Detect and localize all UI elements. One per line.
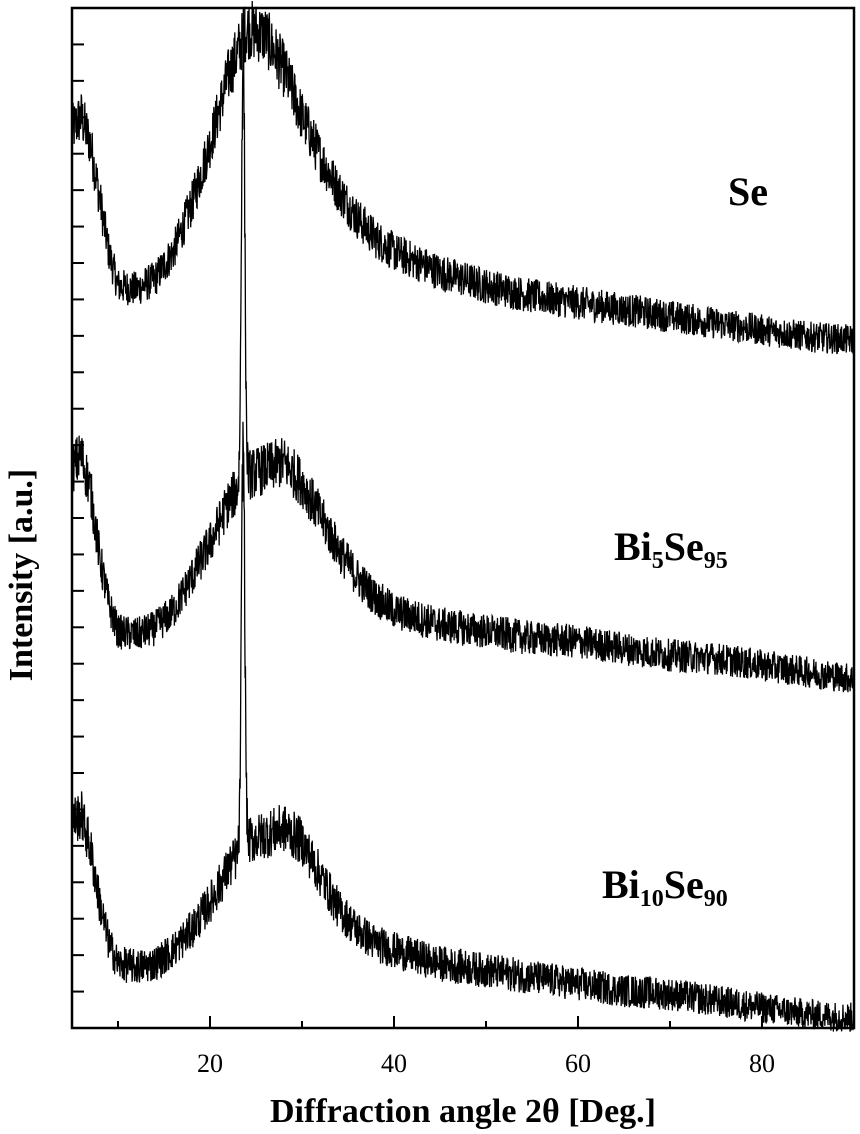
y-ticks [72, 43, 84, 993]
series-line [71, 7, 855, 693]
label-text: Se [728, 169, 768, 214]
x-tick-label: 60 [565, 1049, 591, 1078]
label-text: Bi [602, 862, 640, 907]
series-layer [71, 1, 855, 1032]
label-subscript: 10 [640, 886, 664, 912]
label-subscript: 95 [704, 548, 728, 574]
x-ticks: 20 40 60 80 [117, 1016, 855, 1078]
x-tick-label: 20 [197, 1049, 223, 1078]
series-bi10se90-trace [71, 421, 855, 1032]
label-text: Bi [614, 524, 652, 569]
x-tick-label: 80 [749, 1049, 775, 1078]
series-line [71, 1, 855, 355]
series-line [71, 421, 855, 1032]
plot-frame [70, 6, 856, 1030]
series-label-bi10se90: Bi10Se90 [602, 862, 728, 912]
x-axis-title: Diffraction angle 2θ [Deg.] [270, 1093, 656, 1130]
label-subscript: 90 [704, 886, 728, 912]
label-text: Se [664, 862, 704, 907]
series-label-se: Se [728, 169, 768, 214]
label-text: Se [664, 524, 704, 569]
series-label-bi5se95: Bi5Se95 [614, 524, 728, 574]
x-tick-label: 40 [381, 1049, 407, 1078]
label-subscript: 5 [652, 548, 664, 574]
y-axis-title: Intensity [a.u.] [3, 469, 40, 682]
series-se-trace [71, 1, 855, 355]
series-bi5se95-trace [71, 7, 855, 693]
